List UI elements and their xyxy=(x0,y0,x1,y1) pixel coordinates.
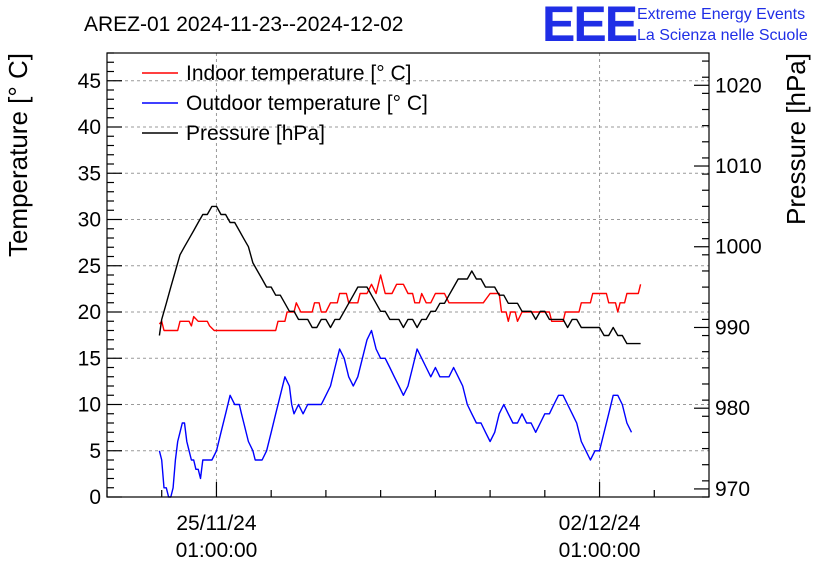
legend: Indoor temperature [° C] Outdoor temperat… xyxy=(142,62,428,145)
y-tick-label-left: 25 xyxy=(78,255,101,278)
legend-label-2: Outdoor temperature [° C] xyxy=(186,92,428,115)
eee-logo-mark: EEE xyxy=(542,0,637,52)
series-layer xyxy=(158,205,642,498)
grid xyxy=(107,53,709,497)
logo-line-2: La Scienza nelle Scuole xyxy=(637,27,808,44)
chart-title: AREZ-01 2024-11-23--2024-12-02 xyxy=(84,13,403,36)
y-tick-label-left: 15 xyxy=(78,347,101,370)
y-tick-label-left: 10 xyxy=(78,394,101,417)
y-tick-label-left: 40 xyxy=(78,116,101,139)
y-tick-label-left: 0 xyxy=(89,486,101,509)
y-tick-label-right: 980 xyxy=(715,397,750,420)
x-tick-label-time: 01:00:00 xyxy=(559,539,641,562)
y-tick-label-left: 30 xyxy=(78,209,101,232)
y-tick-label-left: 35 xyxy=(78,162,101,185)
y-tick-label-right: 990 xyxy=(715,316,750,339)
y-tick-label-right: 1010 xyxy=(715,155,762,178)
y-tick-label-left: 20 xyxy=(78,301,101,324)
y-axis-title-right: Pressure [hPa] xyxy=(781,53,811,225)
x-tick-label-date: 25/11/24 xyxy=(176,512,257,535)
logo-line-1: Extreme Energy Events xyxy=(637,6,805,23)
x-tick-label-time: 01:00:00 xyxy=(176,539,258,562)
series-line-3 xyxy=(158,205,641,345)
y-tick-label-left: 45 xyxy=(78,70,101,93)
x-tick-label-date: 02/12/24 xyxy=(559,512,641,535)
y-axis-title-left: Temperature [° C] xyxy=(3,53,33,257)
legend-label-3: Pressure [hPa] xyxy=(186,122,325,145)
series-line-1 xyxy=(158,274,642,332)
axis-ticks: 0 5 10 15 20 25 30 35 40 45 970 980 990 1000 1010 1020 2… xyxy=(78,52,762,562)
y-tick-label-right: 1020 xyxy=(715,74,762,97)
series-line-2 xyxy=(158,329,633,498)
eee-logo: EEE Extreme Energy Events La Scienza nel… xyxy=(542,0,808,52)
legend-label-1: Indoor temperature [° C] xyxy=(186,62,412,85)
y-tick-label-right: 1000 xyxy=(715,236,762,259)
plot-area-frame xyxy=(106,52,710,498)
y-tick-label-right: 970 xyxy=(715,478,750,501)
y-tick-label-left: 5 xyxy=(89,440,101,463)
